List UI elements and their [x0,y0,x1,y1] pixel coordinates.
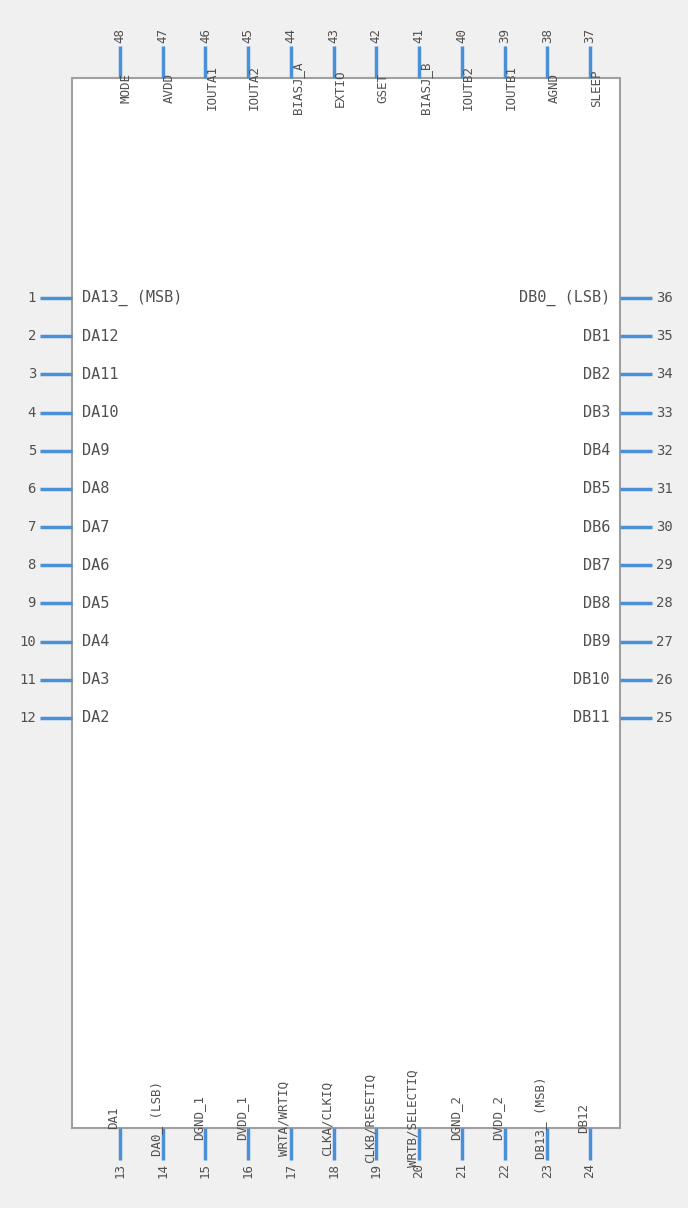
Text: 15: 15 [199,1163,212,1178]
Text: DA6: DA6 [82,558,109,573]
Text: DB3: DB3 [583,405,610,420]
Text: AVDD: AVDD [163,72,175,103]
Text: DA8: DA8 [82,482,109,496]
Text: 35: 35 [656,330,673,343]
Text: 16: 16 [241,1163,255,1178]
Text: DB11: DB11 [574,710,610,726]
Text: DGND_2: DGND_2 [449,1096,462,1140]
Text: 45: 45 [241,28,255,43]
Text: DB9: DB9 [583,634,610,649]
Text: 20: 20 [413,1163,426,1178]
Text: 8: 8 [28,558,36,573]
Text: CLKA/CLKIQ: CLKA/CLKIQ [321,1080,334,1156]
Text: 27: 27 [656,634,673,649]
Text: DA10: DA10 [82,405,118,420]
Text: DA9: DA9 [82,443,109,458]
Text: DA2: DA2 [82,710,109,726]
Text: DB8: DB8 [583,596,610,611]
Text: 34: 34 [656,367,673,382]
Text: 33: 33 [656,406,673,419]
Text: IOUTB2: IOUTB2 [462,65,475,110]
Text: DA7: DA7 [82,519,109,535]
Text: DA13_ (MSB): DA13_ (MSB) [82,290,182,306]
Text: 4: 4 [28,406,36,419]
Text: DGND_1: DGND_1 [193,1096,206,1140]
Text: 42: 42 [370,28,383,43]
Text: DB0_ (LSB): DB0_ (LSB) [519,290,610,306]
Text: 6: 6 [28,482,36,496]
Text: 26: 26 [656,673,673,687]
Text: 41: 41 [413,28,426,43]
Text: 44: 44 [284,28,297,43]
Text: WRTB/SELECTIQ: WRTB/SELECTIQ [406,1069,419,1167]
Text: 38: 38 [541,28,554,43]
Text: 30: 30 [656,521,673,534]
Text: 29: 29 [656,558,673,573]
Text: 37: 37 [583,28,596,43]
Text: DB12: DB12 [577,1103,590,1133]
Text: IOUTA1: IOUTA1 [206,65,219,110]
Text: DA11: DA11 [82,367,118,382]
Text: EXTIO: EXTIO [334,69,347,106]
Text: DA5: DA5 [82,596,109,611]
Text: 28: 28 [656,597,673,610]
Text: DB6: DB6 [583,519,610,535]
Text: DA4: DA4 [82,634,109,649]
Text: 23: 23 [541,1163,554,1178]
Text: 18: 18 [327,1163,340,1178]
Text: GSET: GSET [376,72,389,103]
Text: DVDD_2: DVDD_2 [491,1096,504,1140]
Text: CLKB/RESETIQ: CLKB/RESETIQ [363,1073,376,1163]
Text: 43: 43 [327,28,340,43]
Text: 14: 14 [156,1163,169,1178]
Text: 19: 19 [370,1163,383,1178]
Text: DB2: DB2 [583,367,610,382]
Text: 7: 7 [28,521,36,534]
Text: DB4: DB4 [583,443,610,458]
Text: 47: 47 [156,28,169,43]
Text: BIASJ_B: BIASJ_B [419,62,432,115]
Text: DB13_ (MSB): DB13_ (MSB) [535,1076,547,1160]
Text: 10: 10 [19,634,36,649]
Text: MODE: MODE [120,72,133,103]
Text: 46: 46 [199,28,212,43]
Text: 48: 48 [114,28,127,43]
Text: AGND: AGND [547,72,560,103]
Text: 9: 9 [28,597,36,610]
Text: 12: 12 [19,712,36,725]
Bar [72,79,620,1128]
Text: IOUTA2: IOUTA2 [248,65,261,110]
Text: 17: 17 [284,1163,297,1178]
Text: 1: 1 [28,291,36,304]
Text: 31: 31 [656,482,673,496]
Text: DA0_ (LSB): DA0_ (LSB) [150,1080,163,1156]
Text: DA3: DA3 [82,673,109,687]
Text: DB7: DB7 [583,558,610,573]
Text: BIASJ_A: BIASJ_A [291,62,304,115]
Text: SLEEP: SLEEP [590,69,603,106]
Text: 2: 2 [28,330,36,343]
Text: 40: 40 [455,28,469,43]
Text: DA12: DA12 [82,329,118,344]
Text: 5: 5 [28,443,36,458]
Text: 11: 11 [19,673,36,687]
Text: WRTA/WRTIQ: WRTA/WRTIQ [278,1080,291,1156]
Text: 32: 32 [656,443,673,458]
Text: DVDD_1: DVDD_1 [235,1096,248,1140]
Text: DB1: DB1 [583,329,610,344]
Text: DB10: DB10 [574,673,610,687]
Text: 36: 36 [656,291,673,304]
Text: 24: 24 [583,1163,596,1178]
Text: 25: 25 [656,712,673,725]
Text: 39: 39 [498,28,511,43]
Text: DA1: DA1 [107,1107,120,1129]
Text: IOUTB1: IOUTB1 [504,65,517,110]
Text: 3: 3 [28,367,36,382]
Text: DB5: DB5 [583,482,610,496]
Text: 22: 22 [498,1163,511,1178]
Text: 21: 21 [455,1163,469,1178]
Text: 13: 13 [114,1163,127,1178]
